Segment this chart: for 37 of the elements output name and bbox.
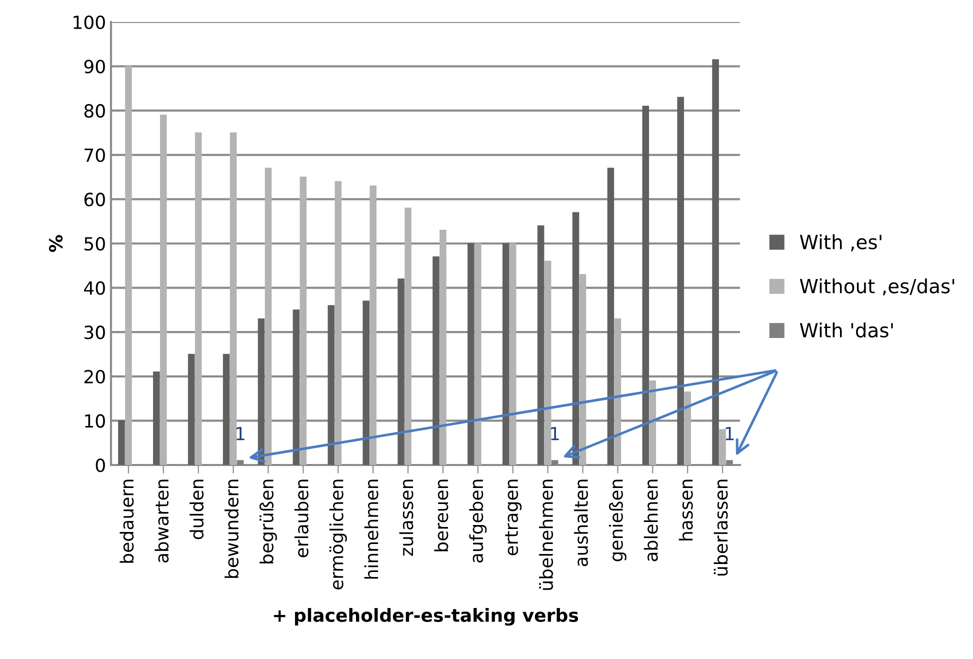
y-tick-label: 10 (85, 414, 105, 428)
x-tick-label: begrüßen (260, 480, 277, 564)
data-label: 1 (551, 426, 559, 440)
y-tick-label: 20 (84, 370, 105, 384)
x-tick-label: genießen (608, 480, 626, 562)
x-tick-label: bereuen (434, 480, 448, 552)
legend-label: With ,es' (800, 234, 882, 252)
data-label: 1 (726, 426, 734, 440)
x-tick-label: bewundern (224, 480, 239, 578)
x-tick-label: zulassen (399, 480, 414, 556)
y-tick-label: 60 (84, 192, 105, 206)
y-tick-label: 100 (74, 15, 105, 30)
x-tick-label: ablehnen (644, 480, 658, 562)
x-tick-label: dulden (190, 480, 204, 540)
y-tick-label: 80 (84, 104, 105, 118)
y-tick-label: 40 (84, 281, 105, 295)
y-tick-label: 50 (84, 236, 105, 251)
x-tick-label: hinnehmen (364, 480, 378, 579)
y-axis-title: % (48, 235, 63, 252)
y-tick-label: 70 (84, 148, 105, 162)
x-tick-label: erlauben (294, 480, 308, 558)
x-axis-title: + placeholder-es-taking verbs (274, 608, 578, 626)
x-tick-label: überlassen (714, 480, 728, 576)
x-tick-label: bedauern (120, 480, 134, 563)
x-tick-label: ertragen (505, 480, 522, 556)
x-tick-label: aufgeben (469, 480, 487, 563)
legend-label: With 'das' (800, 322, 893, 338)
x-tick-label: hassen (678, 480, 693, 540)
data-label: 1 (236, 426, 244, 440)
y-tick-label: 90 (84, 60, 105, 74)
y-tick-label: 0 (96, 458, 105, 472)
x-tick-label: übelnehmen (539, 480, 554, 590)
legend-label: Without ,es/das' (800, 278, 954, 296)
y-tick-label: 30 (84, 326, 105, 340)
x-tick-label: ermöglichen (329, 480, 347, 590)
x-tick-label: abwarten (154, 480, 169, 563)
x-tick-label: aushalten (574, 480, 588, 566)
